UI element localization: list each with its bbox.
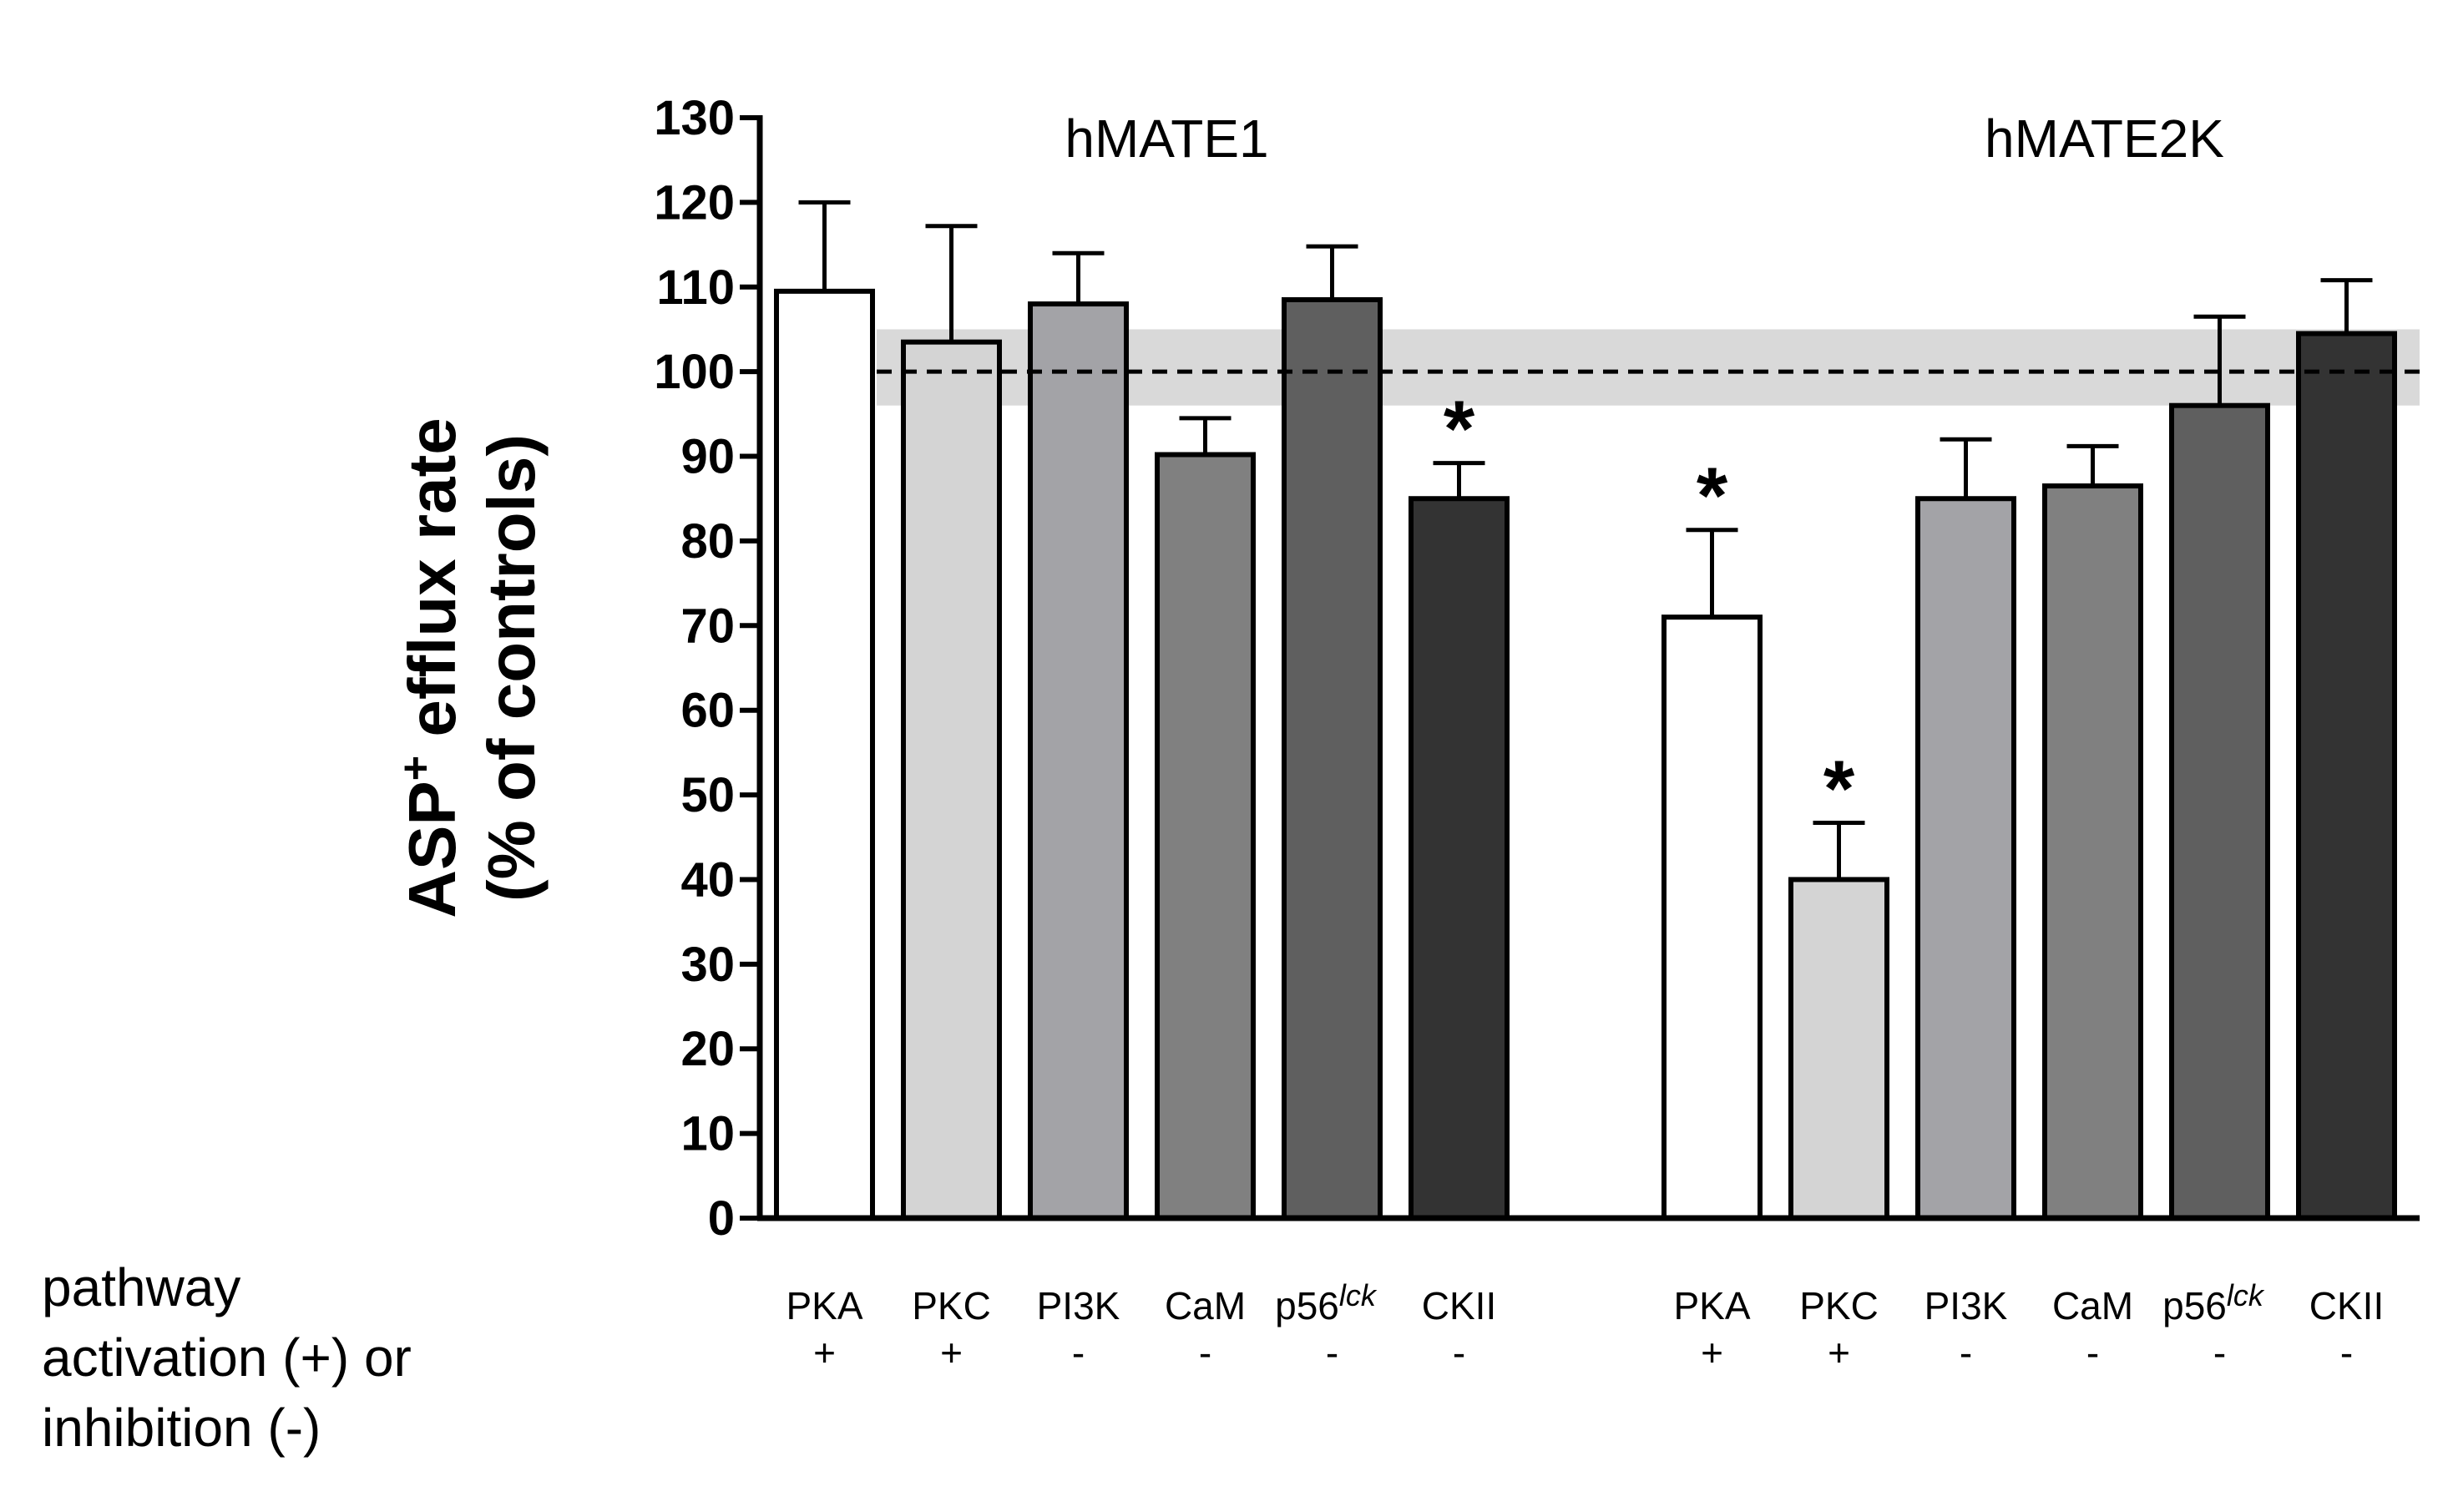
y-tick-label: 40 bbox=[680, 852, 735, 907]
x-tick-label-hMATE1-CaM: CaM bbox=[1165, 1284, 1246, 1327]
y-tick-label: 70 bbox=[680, 599, 735, 653]
bar-hMATE1-PKA bbox=[774, 288, 875, 1221]
x-sign-label-hMATE2K-PI3K: - bbox=[1960, 1331, 1972, 1374]
x-tick-label-hMATE1-PKC: PKC bbox=[912, 1284, 991, 1327]
y-tick-label: 30 bbox=[680, 938, 735, 992]
y-axis-title-line-2: (% of controls) bbox=[474, 434, 549, 902]
side-label-line-3: inhibition (-) bbox=[42, 1398, 321, 1458]
y-tick-label: 110 bbox=[656, 260, 735, 315]
x-tick-label-hMATE1-p56: p56lck bbox=[1275, 1278, 1378, 1327]
x-sign-label-hMATE2K-PKA: + bbox=[1701, 1331, 1723, 1374]
x-tick-label-hMATE2K-p56: p56lck bbox=[2162, 1278, 2265, 1327]
x-sign-label-hMATE1-PKA: + bbox=[813, 1331, 836, 1374]
x-tick-label-hMATE2K-PKC: PKC bbox=[1799, 1284, 1879, 1327]
x-sign-label-hMATE2K-CaM: - bbox=[2086, 1331, 2099, 1374]
x-sign-label-hMATE2K-CKII: - bbox=[2340, 1331, 2353, 1374]
axes-layer bbox=[740, 115, 2420, 1221]
side-label-line-1: pathway bbox=[42, 1257, 241, 1317]
bar-hMATE1-PKC bbox=[901, 339, 1002, 1221]
x-tick-label-hMATE2K-CaM: CaM bbox=[2052, 1284, 2133, 1327]
x-sign-label-hMATE1-PI3K: - bbox=[1072, 1331, 1085, 1374]
y-tick-label: 90 bbox=[680, 430, 735, 484]
x-tick-label-hMATE2K-CKII: CKII bbox=[2309, 1284, 2384, 1327]
bar-hMATE2K-CKII bbox=[2296, 331, 2397, 1221]
y-tick-label: 80 bbox=[680, 514, 735, 569]
y-tick-label: 0 bbox=[708, 1191, 735, 1246]
x-sign-label-hMATE1-CaM: - bbox=[1199, 1331, 1211, 1374]
bars-layer bbox=[774, 200, 2397, 1221]
x-tick-label-hMATE2K-PKA: PKA bbox=[1673, 1284, 1750, 1327]
group-title-hMATE2K: hMATE2K bbox=[1985, 109, 2224, 169]
bar-hMATE1-CKII bbox=[1409, 496, 1510, 1221]
x-sign-label-hMATE1-CKII: - bbox=[1453, 1331, 1465, 1374]
side-label-line-2: activation (+) or bbox=[42, 1327, 412, 1388]
significance-marker: * bbox=[1444, 385, 1475, 474]
control-band bbox=[877, 329, 2420, 406]
bar-hMATE2K-p56 bbox=[2169, 402, 2270, 1221]
x-tick-label-hMATE2K-PI3K: PI3K bbox=[1924, 1284, 2008, 1327]
y-axis-title: ASP+ efflux rate (% of controls) bbox=[392, 417, 549, 918]
bar-hMATE1-p56 bbox=[1282, 296, 1383, 1221]
y-tick-label: 10 bbox=[680, 1107, 735, 1161]
x-sign-label-hMATE1-p56: - bbox=[1326, 1331, 1338, 1374]
y-axis-title-line-1: ASP+ efflux rate bbox=[392, 417, 469, 918]
significance-marker: * bbox=[1823, 745, 1855, 834]
x-tick-label-hMATE1-CKII: CKII bbox=[1422, 1284, 1496, 1327]
y-tick-label: 120 bbox=[654, 175, 735, 230]
x-tick-label-hMATE1-PKA: PKA bbox=[786, 1284, 862, 1327]
bar-hMATE1-PI3K bbox=[1028, 301, 1129, 1221]
y-tick-label: 20 bbox=[680, 1022, 735, 1076]
bar-hMATE2K-PKA bbox=[1661, 614, 1763, 1221]
x-tick-label-hMATE1-PI3K: PI3K bbox=[1037, 1284, 1120, 1327]
bar-hMATE2K-CaM bbox=[2042, 483, 2143, 1221]
labels-layer: PKA+PKC+PI3K-CaM-p56lck-*CKII-hMATE1*PKA… bbox=[392, 91, 2384, 1374]
y-tick-label: 60 bbox=[680, 684, 735, 738]
group-title-hMATE1: hMATE1 bbox=[1065, 109, 1268, 169]
y-tick-label: 50 bbox=[680, 768, 735, 822]
y-tick-label: 130 bbox=[654, 91, 735, 145]
x-sign-label-hMATE2K-PKC: + bbox=[1828, 1331, 1850, 1374]
x-sign-label-hMATE2K-p56: - bbox=[2213, 1331, 2226, 1374]
y-tick-label: 100 bbox=[654, 345, 735, 399]
bar-hMATE2K-PI3K bbox=[1915, 496, 2016, 1221]
bar-hMATE1-CaM bbox=[1155, 452, 1256, 1221]
bar-hMATE2K-PKC bbox=[1788, 877, 1889, 1221]
x-sign-label-hMATE1-PKC: + bbox=[940, 1331, 963, 1374]
significance-marker: * bbox=[1697, 452, 1728, 541]
control-band-layer bbox=[877, 329, 2420, 406]
